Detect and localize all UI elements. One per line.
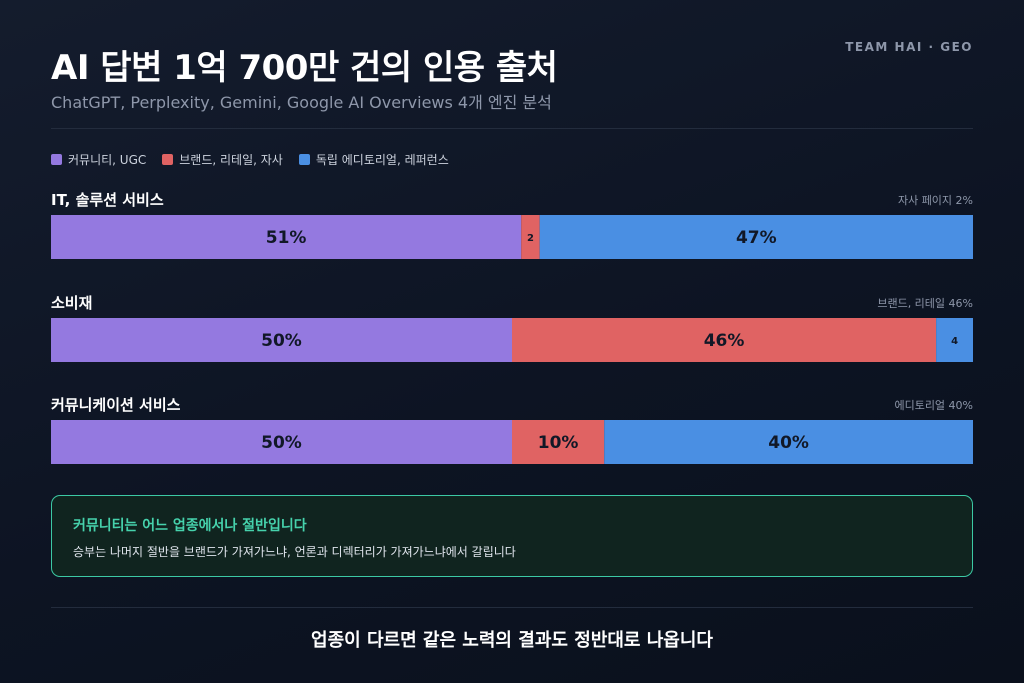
bar-value-label: 51% — [266, 228, 307, 248]
legend-item-editorial: 독립 에디토리얼, 레퍼런스 — [298, 151, 449, 168]
legend-item-community: 커뮤니티, UGC — [51, 151, 146, 168]
stacked-bar-communication: 50% 10% 40% — [51, 420, 973, 464]
bar-value-label: 47% — [736, 228, 777, 248]
legend-label-brand: 브랜드, 리테일, 자사 — [179, 153, 283, 167]
bar-segment — [51, 420, 512, 464]
bar-segment — [512, 318, 937, 362]
category-label: 소비재 — [51, 294, 93, 312]
legend-label-editorial: 독립 에디토리얼, 레퍼런스 — [315, 153, 449, 167]
page-subtitle: ChatGPT, Perplexity, Gemini, Google AI O… — [51, 93, 552, 112]
legend-item-brand: 브랜드, 리테일, 자사 — [162, 151, 283, 168]
footer-message: 업종이 다르면 같은 노력의 결과도 정반대로 나옵니다 — [311, 630, 713, 651]
callout-body: 승부는 나머지 절반을 브랜드가 가져가느냐, 언론과 디렉터리가 가져가느냐에… — [73, 545, 516, 559]
chart-legend: 커뮤니티, UGC 브랜드, 리테일, 자사 독립 에디토리얼, 레퍼런스 — [51, 151, 449, 168]
bar-value-label: 50% — [261, 433, 302, 453]
category-note: 에디토리얼 40% — [894, 399, 973, 412]
header: AI 답변 1억 700만 건의 인용 출처 ChatGPT, Perplexi… — [51, 38, 973, 128]
category-note: 브랜드, 리테일 46% — [877, 297, 973, 310]
bottom-divider — [51, 607, 973, 608]
bar-segment — [936, 318, 973, 362]
bar-segment — [604, 420, 973, 464]
bar-segment — [512, 420, 605, 464]
stacked-bar-it: 51% 2 47% — [51, 215, 973, 259]
callout-title: 커뮤니티는 어느 업종에서나 절반입니다 — [73, 518, 307, 534]
category-note: 자사 페이지 2% — [897, 194, 973, 207]
legend-label-community: 커뮤니티, UGC — [68, 153, 147, 167]
page-title: AI 답변 1억 700만 건의 인용 출처 — [51, 48, 558, 88]
bar-value-label: 4 — [951, 336, 958, 347]
legend-swatch-brand — [162, 154, 174, 165]
category-label: 커뮤니케이션 서비스 — [51, 396, 181, 414]
brand-label: TEAM HAI · GEO — [845, 40, 973, 54]
bar-segment — [539, 215, 973, 259]
legend-swatch-community — [51, 154, 62, 165]
bar-value-label: 46% — [704, 331, 745, 351]
bar-value-label: 2 — [527, 233, 534, 244]
bar-segment — [51, 215, 522, 259]
bar-value-label: 50% — [261, 331, 302, 351]
bar-segment — [51, 318, 512, 362]
insight-callout: 커뮤니티는 어느 업종에서나 절반입니다 승부는 나머지 절반을 브랜드가 가져… — [51, 495, 973, 577]
legend-swatch-editorial — [298, 154, 310, 165]
top-divider — [51, 128, 973, 129]
bar-segment — [521, 215, 540, 259]
category-label: IT, 솔루션 서비스 — [51, 191, 164, 209]
stacked-bar-consumer: 50% 46% 4 — [51, 318, 973, 362]
bar-value-label: 40% — [768, 433, 809, 453]
bar-value-label: 10% — [538, 433, 579, 453]
